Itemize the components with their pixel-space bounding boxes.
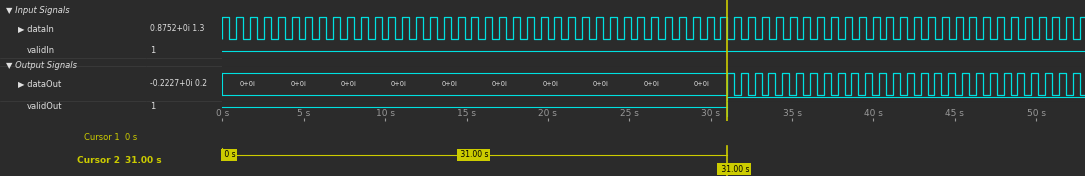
- Text: ▶ dataIn: ▶ dataIn: [17, 24, 53, 33]
- Text: 1: 1: [151, 46, 155, 55]
- Text: -0.2227+0i 0.2: -0.2227+0i 0.2: [151, 79, 207, 88]
- Text: 0+0i: 0+0i: [592, 81, 609, 87]
- Text: 31.00 s: 31.00 s: [125, 156, 162, 165]
- Text: 0+0i: 0+0i: [693, 81, 710, 87]
- Text: 0+0i: 0+0i: [643, 81, 660, 87]
- Text: 1: 1: [151, 102, 155, 111]
- Text: validIn: validIn: [26, 46, 54, 55]
- Text: 31.00 s: 31.00 s: [459, 150, 489, 159]
- Text: ▼ Input Signals: ▼ Input Signals: [5, 6, 69, 15]
- Text: 0+0i: 0+0i: [240, 81, 256, 87]
- Text: Cursor 1: Cursor 1: [85, 133, 120, 142]
- Text: 0+0i: 0+0i: [391, 81, 407, 87]
- Text: 0+0i: 0+0i: [341, 81, 357, 87]
- Text: 31.00 s: 31.00 s: [718, 165, 750, 174]
- Text: 0.8752+0i 1.3: 0.8752+0i 1.3: [151, 24, 205, 33]
- Text: 0+0i: 0+0i: [442, 81, 458, 87]
- Text: 0 s: 0 s: [222, 150, 237, 159]
- Text: ▶ dataOut: ▶ dataOut: [17, 79, 61, 88]
- Text: 0+0i: 0+0i: [290, 81, 306, 87]
- Text: validOut: validOut: [26, 102, 62, 111]
- Text: Cursor 2: Cursor 2: [77, 156, 120, 165]
- Text: ▼ Output Signals: ▼ Output Signals: [5, 61, 77, 70]
- Text: 0+0i: 0+0i: [492, 81, 508, 87]
- Text: 0 s: 0 s: [125, 133, 137, 142]
- Text: 0+0i: 0+0i: [542, 81, 559, 87]
